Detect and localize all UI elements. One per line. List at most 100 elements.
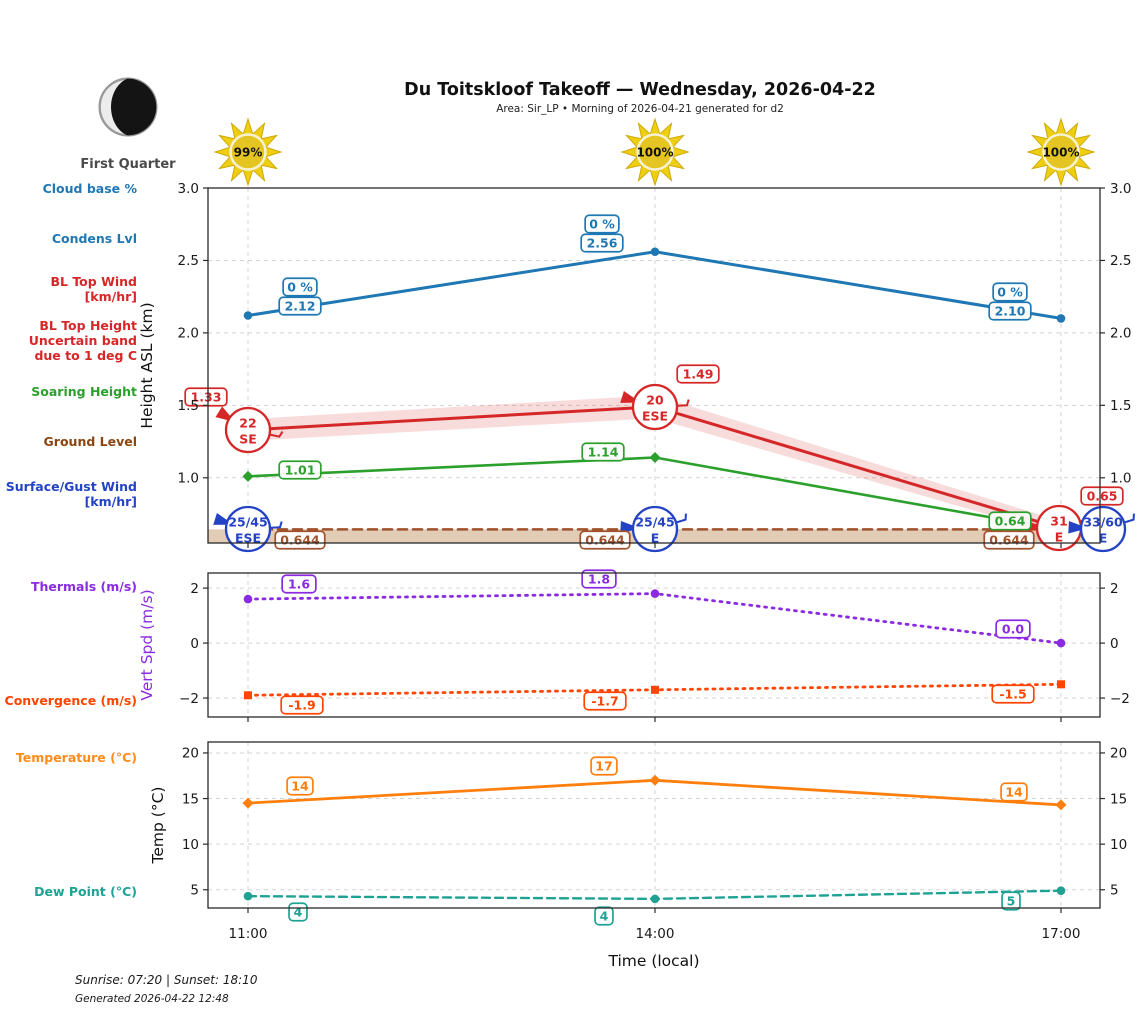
legend-temperature-c-: Temperature (°C) [0,750,137,765]
value-label: 0.65 [1080,486,1124,506]
wind-hook [270,431,284,438]
value-label: -1.7 [583,691,627,711]
wind-hook [270,521,283,529]
sun-percentage: 99% [234,146,263,160]
sun-percentage: 100% [1042,146,1079,160]
value-label-text: 0 % [997,285,1023,300]
value-label-text: 0.0 [1002,622,1024,637]
value-label-text: 4 [600,909,609,924]
wind-speed: 20 [646,393,664,408]
legend-bl-top-wind: BL Top Wind [km/hr] [0,274,137,304]
value-label: 1.49 [676,364,720,384]
legend-line: Uncertain band [28,333,137,348]
wind-arrow [1068,520,1089,534]
data-point [1055,799,1067,811]
value-label-text: 0 % [287,280,313,295]
wind-direction: ESE [235,531,261,546]
value-label: 4 [594,906,614,926]
legend-line: Ground Level [43,434,137,449]
legend-line: Dew Point (°C) [34,884,137,899]
value-label-box [278,296,322,316]
value-label-text: 1.8 [588,572,610,587]
legend-cloud-base-: Cloud base % [0,181,137,196]
header: Du Toitskloof Takeoff — Wednesday, 2026-… [133,80,1147,115]
data-point [649,774,661,786]
value-label: 1.01 [278,460,322,480]
data-point [650,589,660,598]
value-label-box [1080,486,1124,506]
value-label: 0 % [992,282,1028,302]
value-label-box [590,756,618,776]
ytick-label: 5 [1110,883,1119,899]
value-label-text: 1.49 [683,367,714,382]
ytick-label: 2.0 [1110,326,1131,342]
value-label: 1.6 [281,574,317,594]
value-label: 1.8 [581,569,617,589]
page-title: Du Toitskloof Takeoff — Wednesday, 2026-… [404,80,876,100]
wind-speed: 31 [1050,514,1067,529]
page-subtitle: Area: Sir_LP • Morning of 2026-04-21 gen… [496,103,784,115]
value-label-text: 0.65 [1087,489,1118,504]
xtick-label: 14:00 [636,926,675,942]
value-label: 2.10 [988,301,1032,321]
value-label-text: 2.12 [285,299,316,314]
wind-direction: ESE [642,409,668,424]
value-label-text: 4 [294,905,303,920]
legend-line: BL Top Wind [50,274,137,289]
value-label: 2.56 [580,233,624,253]
legend-thermals-m-s-: Thermals (m/s) [0,579,137,594]
ytick-label: 0 [1110,636,1119,652]
data-point [242,797,254,809]
wind-speed: 22 [239,416,256,431]
plot-border [207,741,1101,909]
value-label: 4 [288,902,308,922]
ytick-label: 1.0 [1110,471,1131,487]
ytick-label: 2.5 [1110,253,1131,269]
wind-speed: 33/60 [1083,515,1123,530]
value-label-text: 1.01 [285,463,316,478]
value-label-text: 17 [595,759,612,774]
ytick-label: 1.5 [1110,398,1131,414]
value-label-box [991,684,1035,704]
data-point [243,891,253,901]
temp-chart: 14 17 14 4 4 5 5 5 10 10 15 15 20 20 Temp (°C) [149,741,1127,926]
value-label-box [1001,891,1021,911]
legend-line: Convergence (m/s) [4,693,137,708]
moon-phase-icon [94,73,162,141]
value-label-box [584,214,620,234]
legend-line: Condens Lvl [51,231,137,246]
ytick-label: 2.5 [178,253,199,269]
value-label-box [581,442,625,462]
value-label-box [282,277,318,297]
legend-line: [km/hr] [84,494,137,509]
thermals-line [246,592,1063,645]
legend-ground-level: Ground Level [0,434,137,449]
value-label-box [992,282,1028,302]
sun-percentage: 100% [636,146,673,160]
legend-line: Soaring Height [31,384,137,399]
value-label-box [580,233,624,253]
wind-direction: E [1055,530,1064,545]
legend-line: Thermals (m/s) [30,579,137,594]
value-label-box [594,906,614,926]
ytick-label: 1.0 [178,471,199,487]
xtick-label: 11:00 [229,926,268,942]
value-label-text: 0 % [589,217,615,232]
wind-circle-outline [1079,505,1127,553]
wind-circle-outline [631,383,679,431]
wind-circle-outline [224,505,272,553]
legend-line: Surface/Gust Wind [5,479,137,494]
ytick-label: 10 [1110,837,1127,853]
sun-disc [636,133,674,171]
value-label-text: 0.64 [995,514,1026,529]
value-label: 0.644 [579,530,631,550]
ytick-label: 2.0 [178,326,199,342]
wind-hook [676,513,687,524]
sun-disc [229,133,267,171]
ytick-label: 10 [182,837,199,853]
sun-icon: 100% [1026,117,1096,187]
legend-condens-lvl: Condens Lvl [0,231,137,246]
